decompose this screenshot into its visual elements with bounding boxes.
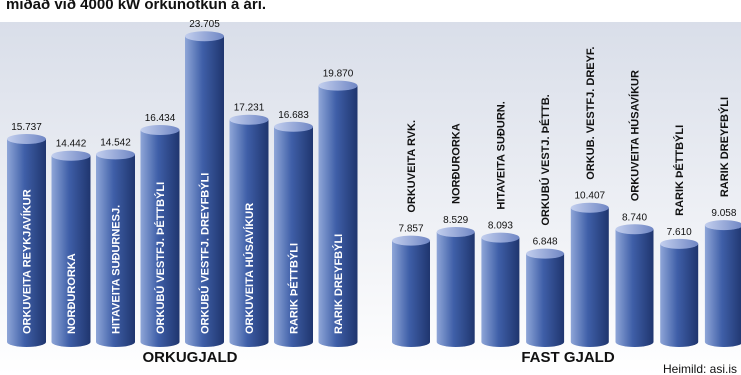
bar-1-6 bbox=[660, 243, 699, 347]
bar-top-0-6 bbox=[274, 121, 313, 132]
category-label-0-1: NORÐURORKA bbox=[66, 253, 78, 334]
category-label-0-2: HITAVEITA SUÐURNESJ. bbox=[111, 205, 123, 334]
bar-0-6 bbox=[274, 126, 313, 347]
bar-top-1-4 bbox=[570, 202, 609, 213]
value-label-0-3: 16.434 bbox=[145, 113, 176, 124]
value-label-0-5: 17.231 bbox=[234, 103, 265, 114]
value-label-1-6: 7.610 bbox=[667, 227, 692, 238]
value-label-1-1: 8.529 bbox=[443, 215, 468, 226]
category-label-1-6: RARIK ÞÉTTBÝLI bbox=[673, 125, 686, 216]
value-label-1-3: 6.848 bbox=[533, 237, 558, 248]
bar-1-4 bbox=[570, 207, 609, 347]
bar-top-0-2 bbox=[96, 149, 135, 160]
category-label-1-7: RARIK DREYFBÝLI bbox=[718, 97, 731, 197]
category-label-0-3: ORKUBÚ VESTFJ. ÞÉTTBÝLI bbox=[154, 182, 167, 334]
bar-top-0-4 bbox=[185, 31, 224, 42]
bar-top-1-2 bbox=[481, 232, 520, 243]
chart-title-fast-gjald: FAST GJALD bbox=[521, 349, 615, 366]
value-label-1-2: 8.093 bbox=[488, 221, 513, 232]
bar-top-1-0 bbox=[392, 235, 430, 246]
header-text: miðað við 4000 kW orkunotkun á ári. bbox=[6, 0, 266, 13]
bar-0-3 bbox=[140, 130, 180, 347]
value-label-0-7: 19.870 bbox=[323, 69, 354, 80]
bar-top-0-3 bbox=[140, 125, 180, 136]
category-label-0-4: ORKUBÚ VESTFJ. DREYFBÝLI bbox=[199, 173, 212, 334]
value-label-1-4: 10.407 bbox=[575, 191, 606, 202]
source-label: Heimild: asi.is bbox=[663, 362, 737, 375]
category-label-1-5: ORKUVEITA HÚSAVÍKUR bbox=[629, 70, 642, 201]
bar-top-1-7 bbox=[704, 220, 741, 231]
value-label-0-6: 16.683 bbox=[278, 110, 309, 121]
value-label-0-0: 15.737 bbox=[11, 122, 42, 133]
bar-1-0 bbox=[392, 240, 430, 347]
category-label-1-4: ORKUB. VESTFJ. DREYF. bbox=[585, 46, 597, 179]
bar-top-1-3 bbox=[526, 248, 565, 259]
bar-top-0-7 bbox=[318, 80, 358, 91]
chart-title-orkugjald: ORKUGJALD bbox=[142, 349, 237, 366]
bar-1-1 bbox=[436, 231, 475, 347]
bar-1-3 bbox=[526, 253, 565, 347]
bar-top-1-1 bbox=[436, 226, 475, 237]
value-label-1-5: 8.740 bbox=[622, 212, 647, 223]
value-label-1-7: 9.058 bbox=[711, 208, 736, 219]
category-label-1-2: HITAVEITA SUÐURN. bbox=[495, 101, 507, 209]
value-label-0-4: 23.705 bbox=[189, 19, 220, 30]
bar-top-1-6 bbox=[660, 238, 699, 249]
bar-0-5 bbox=[229, 119, 269, 348]
bar-0-0 bbox=[7, 138, 46, 347]
category-label-0-5: ORKUVEITA HÚSAVÍKUR bbox=[243, 203, 256, 334]
bar-top-0-0 bbox=[7, 133, 46, 144]
category-label-0-7: RARIK DREYFBÝLI bbox=[332, 234, 345, 334]
category-label-0-6: RARIK ÞÉTTBÝLI bbox=[288, 243, 301, 334]
bar-1-5 bbox=[615, 229, 654, 347]
value-label-0-1: 14.442 bbox=[56, 139, 87, 150]
bar-0-4 bbox=[185, 36, 224, 347]
bar-0-7 bbox=[318, 85, 358, 347]
value-label-1-0: 7.857 bbox=[398, 224, 423, 235]
bar-1-2 bbox=[481, 237, 520, 347]
bar-0-2 bbox=[96, 154, 135, 347]
bar-top-1-5 bbox=[615, 224, 654, 235]
value-label-0-2: 14.542 bbox=[100, 137, 131, 148]
category-label-0-0: ORKUVEITA REYKJAVÍKUR bbox=[21, 189, 34, 334]
bar-top-0-1 bbox=[51, 150, 91, 161]
bar-top-0-5 bbox=[229, 114, 269, 125]
bar-1-7 bbox=[704, 225, 741, 347]
chart-marks: 15.737 ORKUVEITA REYKJAVÍKUR 14.442 NORÐURO… bbox=[7, 19, 741, 348]
bar-0-1 bbox=[51, 155, 91, 347]
category-label-1-3: ORKUBÚ VESTJ. ÞÉTTB. bbox=[539, 94, 552, 225]
category-label-1-1: NORÐURORKA bbox=[451, 123, 463, 204]
category-label-1-0: ORKUVEITA RVK. bbox=[406, 120, 418, 213]
